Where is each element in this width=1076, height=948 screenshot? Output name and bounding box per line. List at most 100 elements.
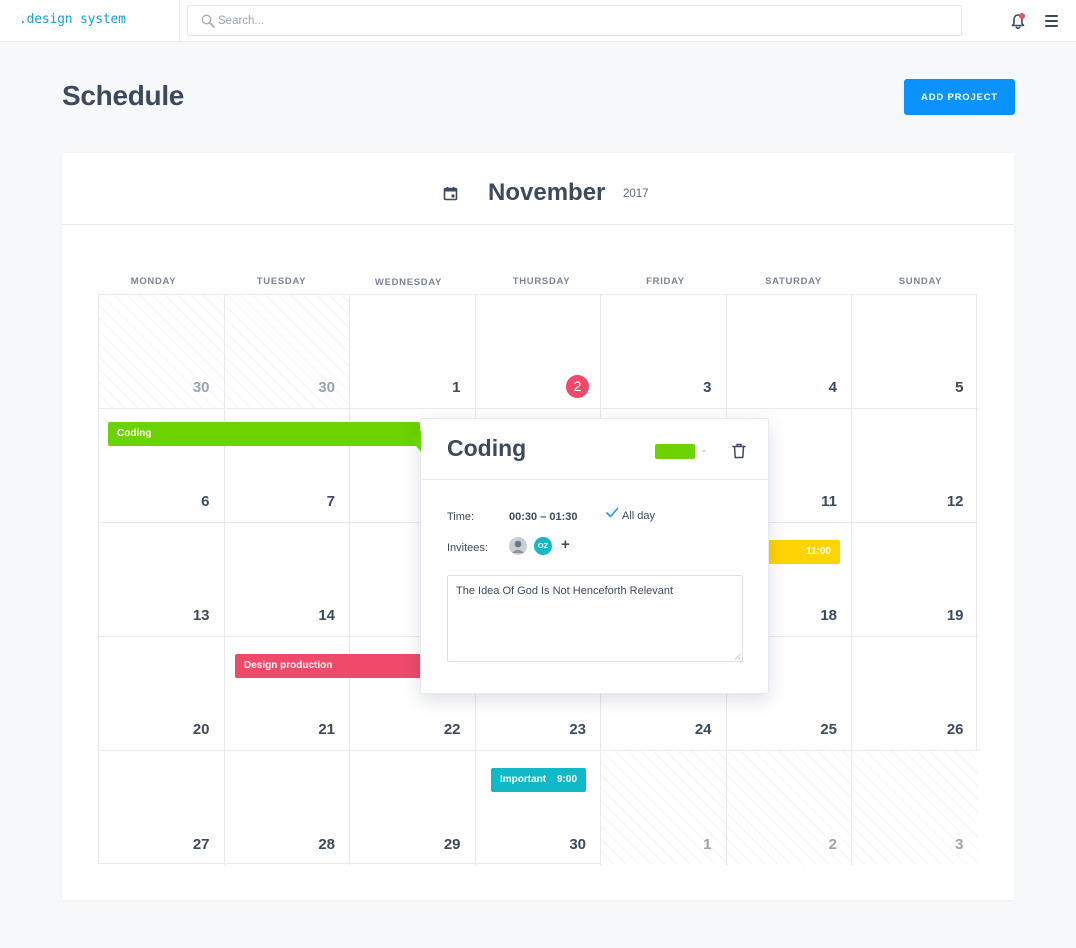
trash-icon[interactable] (732, 443, 746, 459)
weekday-tuesday: TUESDAY (256, 276, 307, 287)
day-cell[interactable]: 21 (224, 637, 350, 751)
day-cell[interactable]: 30 (224, 295, 350, 409)
event-important[interactable]: Important 9:00 (491, 768, 586, 792)
search-input[interactable] (218, 6, 948, 35)
day-number: 3 (703, 379, 712, 396)
event-time: 9:00 (556, 774, 577, 785)
day-number: 22 (443, 721, 461, 738)
day-cell[interactable]: 11 (726, 409, 852, 523)
weekday-saturday: SATURDAY (765, 276, 822, 287)
day-number: 1 (452, 379, 461, 396)
weekday-monday: MONDAY (130, 276, 177, 287)
popover-divider (421, 479, 768, 480)
day-cell[interactable]: 30 (99, 295, 225, 409)
weekday-friday: FRIDAY (646, 276, 685, 287)
day-number: 11 (821, 493, 837, 510)
search-box[interactable] (187, 5, 962, 36)
add-invitee-button[interactable]: + (561, 536, 570, 553)
day-number: 29 (443, 836, 461, 853)
popover-title[interactable]: Coding (447, 435, 527, 461)
day-cell[interactable]: 18 (726, 523, 852, 637)
day-cell[interactable]: 29 (350, 751, 476, 865)
resize-grip-icon[interactable] (734, 653, 741, 660)
day-cell[interactable]: 1 (601, 751, 727, 865)
day-cell-today[interactable]: 2 (475, 295, 601, 409)
day-cell[interactable]: 12 (852, 409, 978, 523)
hamburger-icon (1045, 15, 1058, 17)
event-coding[interactable]: Coding (108, 422, 420, 446)
notes-textarea[interactable]: The Idea Of God Is Not Henceforth Releva… (447, 575, 743, 662)
day-cell[interactable]: 28 (225, 751, 350, 865)
day-number: 3 (955, 836, 964, 853)
topbar-divider (179, 0, 180, 42)
day-cell[interactable]: 6 (99, 409, 225, 523)
day-cell[interactable]: 19 (852, 523, 978, 637)
event-yellow[interactable]: 11:00 (768, 540, 840, 564)
notification-dot (1019, 13, 1025, 19)
day-cell[interactable]: 5 (852, 295, 978, 409)
event-label: Important (500, 774, 547, 785)
day-number: 2 (828, 836, 837, 853)
day-cell[interactable]: 24 (601, 637, 727, 751)
day-number: 30 (569, 836, 586, 853)
day-cell[interactable]: 3 (852, 751, 978, 865)
event-label: Design production (244, 660, 333, 671)
day-number: 30 (192, 379, 210, 396)
day-number: 14 (318, 607, 335, 624)
day-cell[interactable]: 27 (99, 751, 225, 865)
notifications-button[interactable] (1010, 13, 1026, 30)
day-number: 26 (946, 721, 964, 738)
weekday-sunday: SUNDAY (898, 276, 943, 287)
day-cell[interactable]: 23 (475, 637, 601, 751)
day-cell[interactable]: 3 (601, 295, 727, 409)
day-cell[interactable]: 30 (476, 751, 601, 865)
day-number: 24 (694, 721, 712, 738)
menu-button[interactable] (1045, 15, 1058, 27)
day-cell[interactable]: 4 (726, 295, 852, 409)
calendar-header: November 2017 (62, 153, 1014, 225)
month-title[interactable]: November (488, 179, 606, 206)
event-time: 11:00 (805, 546, 831, 557)
day-cell[interactable]: 2 (726, 751, 852, 865)
popover-arrow (412, 430, 421, 452)
time-label: Time: (447, 511, 475, 523)
allday-label[interactable]: All day (622, 510, 656, 522)
day-number: 25 (820, 721, 837, 738)
app-logo[interactable]: .design system (19, 12, 126, 27)
day-number: 27 (192, 836, 210, 853)
search-icon (201, 14, 215, 28)
avatar[interactable] (509, 537, 527, 555)
calendar-icon[interactable] (443, 186, 458, 201)
weekday-wednesday: WEDNESDAY (374, 277, 443, 288)
day-cell[interactable]: 7 (224, 409, 350, 523)
day-cell[interactable]: 1 (350, 295, 476, 409)
day-number: 20 (192, 721, 210, 738)
color-picker[interactable] (655, 444, 695, 459)
day-number: 21 (318, 721, 335, 738)
day-number: 7 (326, 493, 335, 510)
chevron-down-icon[interactable]: ⌄ (700, 444, 708, 454)
year-label[interactable]: 2017 (623, 188, 649, 200)
day-number: 6 (201, 493, 210, 510)
day-number: 4 (828, 379, 837, 396)
day-number: 5 (955, 379, 964, 396)
day-number: 19 (946, 607, 964, 624)
day-cell[interactable]: 20 (99, 637, 225, 751)
add-project-button[interactable]: ADD PROJECT (904, 79, 1015, 115)
top-bar: .design system (0, 0, 1076, 42)
checkmark-icon[interactable] (605, 507, 619, 519)
invitees-label: Invitees: (447, 542, 488, 554)
event-popover: Coding ⌄ Time: 00:30 – 01:30 All day Inv… (412, 418, 769, 694)
avatar[interactable]: OZ (534, 537, 552, 555)
day-number: 18 (820, 607, 837, 624)
day-cell[interactable]: 22 (350, 637, 476, 751)
time-value[interactable]: 00:30 – 01:30 (509, 511, 578, 523)
day-number: 12 (946, 493, 964, 510)
day-cell[interactable]: 13 (99, 523, 225, 637)
today-marker: 2 (566, 375, 589, 398)
day-cell[interactable]: 14 (224, 523, 350, 637)
day-number: 28 (318, 836, 335, 853)
day-cell[interactable]: 25 (726, 637, 852, 751)
event-design-production[interactable]: Design production (235, 654, 423, 678)
day-cell[interactable]: 26 (852, 637, 978, 751)
